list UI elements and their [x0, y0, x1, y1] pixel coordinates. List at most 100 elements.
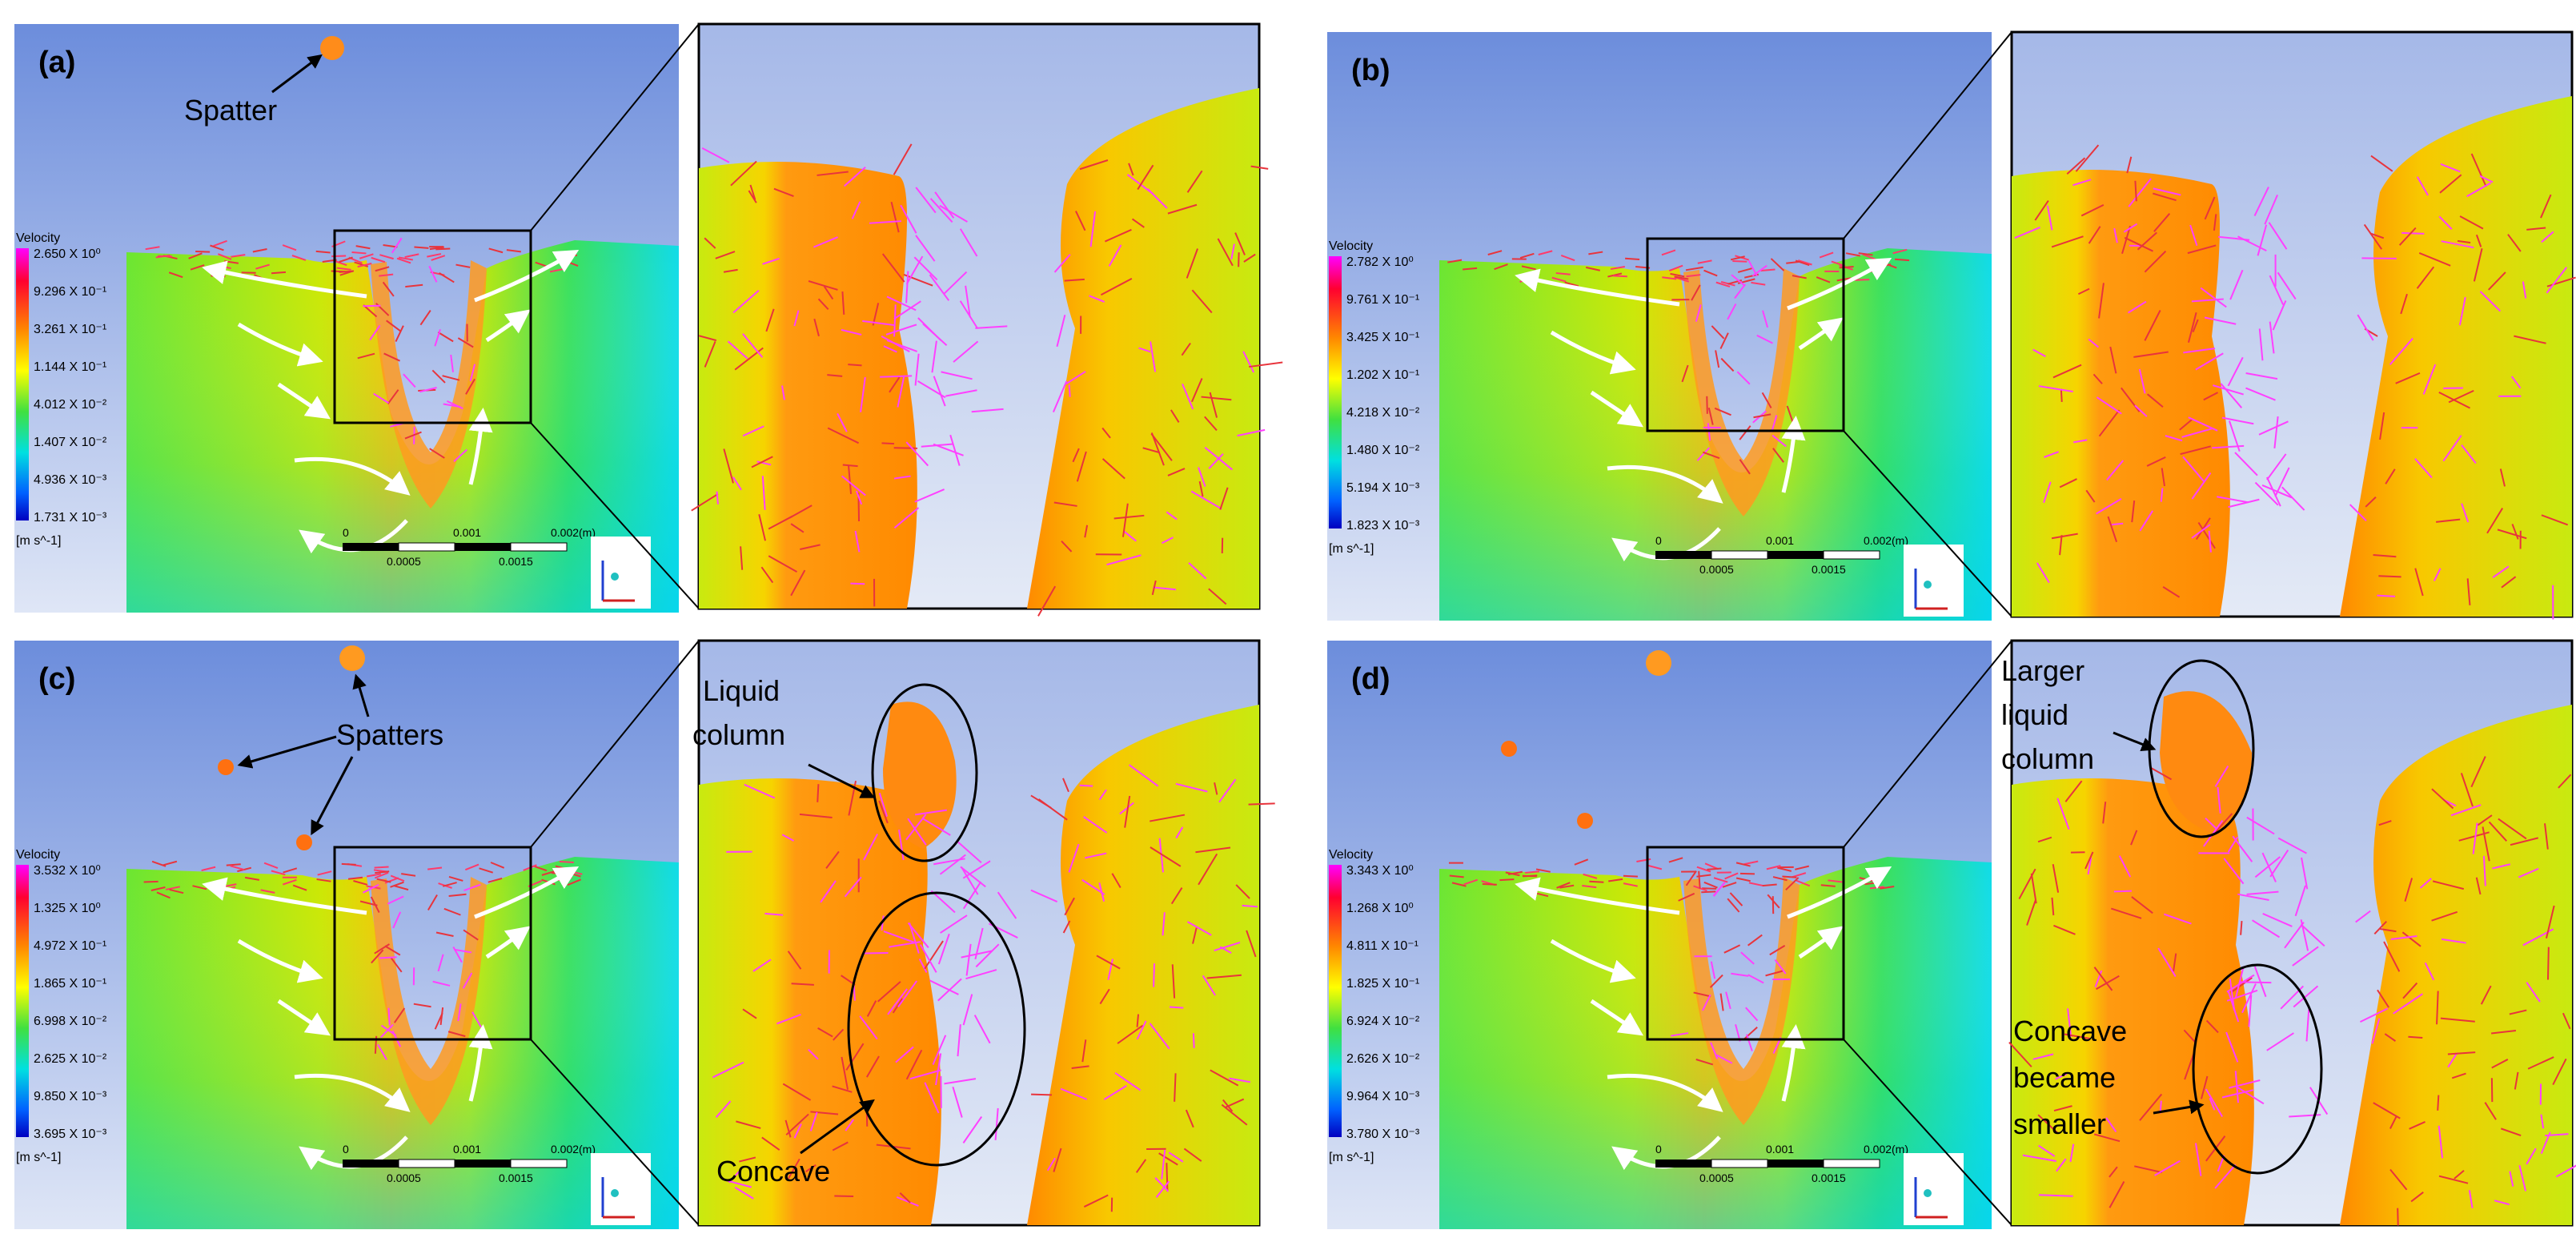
velocity-vector: [1499, 879, 1514, 880]
scale-segment: [1767, 551, 1824, 559]
legend-value: 2.782 X 10⁰: [1346, 255, 1414, 269]
scale-tick: 0.0015: [1812, 563, 1846, 576]
legend-value: 2.650 X 10⁰: [34, 247, 101, 261]
legend-colorbar: [16, 248, 29, 520]
spatter-droplet: [218, 759, 234, 775]
legend-value: 4.972 X 10⁻¹: [34, 939, 106, 953]
triad-origin: [1924, 1189, 1932, 1197]
velocity-vector: [854, 985, 855, 1000]
velocity-vector: [351, 252, 366, 253]
annotation-liquid: Liquid: [703, 674, 780, 707]
triad-background: [591, 537, 651, 609]
legend-value: 3.261 X 10⁻¹: [34, 323, 106, 336]
scale-segment: [1824, 551, 1880, 559]
scale-tick: 0.002: [1864, 1143, 1892, 1156]
legend-unit: [m s^-1]: [1329, 1151, 1374, 1164]
triad-origin: [1924, 581, 1932, 589]
legend-value: 4.936 X 10⁻³: [34, 473, 107, 487]
legend-value: 4.012 X 10⁻²: [34, 398, 107, 412]
legend-title: Velocity: [16, 848, 60, 862]
legend-value: 1.731 X 10⁻³: [34, 511, 107, 525]
spatter-droplet: [1501, 741, 1517, 757]
scale-tick: 0: [343, 526, 349, 539]
velocity-vector: [227, 864, 241, 865]
velocity-vector: [864, 953, 888, 954]
velocity-vector: [195, 251, 210, 252]
legend-value: 4.811 X 10⁻¹: [1346, 939, 1418, 953]
scale-segment: [343, 543, 399, 551]
scale-tick: 0.001: [453, 526, 481, 539]
legend-value: 3.425 X 10⁻¹: [1346, 331, 1419, 344]
axis-triad-icon: [1904, 545, 1964, 617]
legend-value: 3.343 X 10⁰: [1346, 864, 1414, 878]
legend-value: 1.407 X 10⁻²: [34, 436, 107, 449]
legend-title: Velocity: [16, 231, 60, 245]
velocity-vector: [1069, 385, 1070, 397]
legend-value: 2.626 X 10⁻²: [1346, 1052, 1420, 1066]
scale-segment: [1711, 551, 1767, 559]
legend-value: 5.194 X 10⁻³: [1346, 481, 1420, 495]
scale-tick: 0.0005: [387, 555, 421, 568]
triad-origin: [611, 1189, 619, 1197]
velocity-vector: [1623, 876, 1638, 877]
legend-colorbar: [1329, 865, 1342, 1137]
panel-label: (a): [38, 46, 75, 79]
legend-value: 9.850 X 10⁻³: [34, 1090, 107, 1103]
spatter-droplet: [1646, 650, 1671, 676]
zoom-panel: [692, 24, 1282, 616]
legend-value: 1.325 X 10⁰: [34, 902, 101, 915]
scale-tick: 0.001: [453, 1143, 481, 1156]
scale-tick: 0.002: [551, 1143, 579, 1156]
velocity-vector: [1701, 891, 1715, 892]
velocity-vector: [211, 275, 225, 276]
legend-unit: [m s^-1]: [1329, 542, 1374, 556]
legend-value: 1.268 X 10⁰: [1346, 902, 1414, 915]
scale-segment: [455, 1160, 511, 1168]
scale-segment: [1767, 1160, 1824, 1168]
legend-value: 1.823 X 10⁻³: [1346, 519, 1420, 533]
spatter-droplet: [1577, 813, 1593, 829]
velocity-vector: [1238, 252, 1239, 267]
velocity-vector: [882, 443, 895, 444]
legend-value: 9.296 X 10⁻¹: [34, 285, 106, 299]
legend-value: 1.865 X 10⁻¹: [34, 977, 106, 991]
panel-d: Velocity 3.343 X 10⁰ 1.268 X 10⁰ 4.811 X 10…: [1327, 641, 2576, 1229]
velocity-vector: [2548, 947, 2549, 980]
scale-segment: [343, 1160, 399, 1168]
annotation-column: column: [2001, 742, 2094, 775]
velocity-vector: [1702, 888, 1716, 889]
spatter-droplet: [296, 834, 312, 850]
legend-title: Velocity: [1329, 848, 1373, 862]
velocity-vector: [379, 957, 397, 958]
axis-triad-icon: [591, 1153, 651, 1225]
velocity-vector: [2061, 389, 2062, 402]
annotation-concave: Concave: [2013, 1015, 2127, 1047]
scale-tick: 0.0005: [1699, 563, 1734, 576]
legend-value: 3.532 X 10⁰: [34, 864, 101, 878]
annotation-concave: Concave: [716, 1155, 830, 1188]
triad-background: [591, 1153, 651, 1225]
legend-value: 1.202 X 10⁻¹: [1346, 368, 1419, 382]
velocity-vector: [1707, 868, 1721, 869]
velocity-vector: [817, 784, 818, 802]
legend-colorbar: [1329, 256, 1342, 529]
legend-value: 9.761 X 10⁻¹: [1346, 293, 1419, 307]
velocity-vector: [271, 272, 286, 273]
keyhole-left-wall: [699, 162, 917, 609]
annotation-larger: Larger: [2001, 654, 2084, 687]
velocity-vector: [1732, 261, 1747, 262]
scale-tick: 0.002: [1864, 534, 1892, 547]
scale-tick: 0.0015: [499, 555, 533, 568]
velocity-vector: [1170, 1007, 1183, 1008]
legend-unit: [m s^-1]: [16, 1151, 61, 1164]
legend-value: 3.780 X 10⁻³: [1346, 1127, 1420, 1141]
velocity-vector: [1523, 876, 1537, 877]
velocity-vector: [2114, 891, 2132, 892]
triad-background: [1904, 545, 1964, 617]
annotation-smaller: smaller: [2013, 1107, 2106, 1140]
scale-segment: [1711, 1160, 1767, 1168]
scale-segment: [399, 543, 455, 551]
legend-colorbar: [16, 865, 29, 1137]
velocity-vector: [2401, 233, 2424, 234]
